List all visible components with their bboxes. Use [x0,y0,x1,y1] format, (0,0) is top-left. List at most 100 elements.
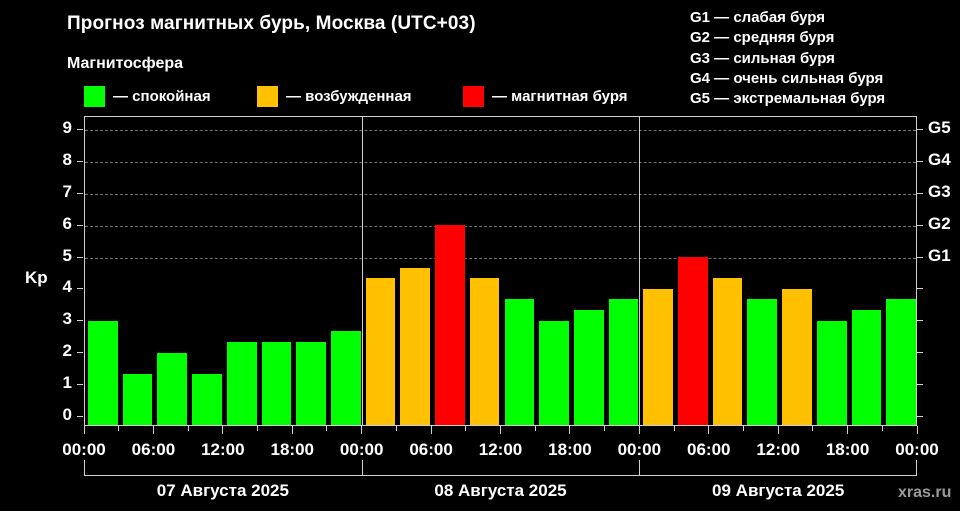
g-legend-item: G3 — сильная буря [690,49,835,67]
day-separator [361,117,363,425]
g-level-label: G4 [928,149,951,169]
x-tick [673,426,675,431]
bar-storm [435,225,465,425]
bar-calm [608,299,639,425]
y-tick [77,384,83,386]
y-tick-right [917,256,923,258]
x-tick [534,426,536,431]
bar-calm [122,374,153,425]
x-tick-label: 00:00 [62,440,106,459]
g-legend-item: G1 — слабая буря [690,9,826,26]
x-tick [257,426,259,431]
bar-calm [296,342,326,425]
x-tick [187,426,189,431]
bar-calm [192,374,222,425]
x-tick [326,426,328,431]
grid-line [85,225,916,227]
g-level-label: G3 [928,181,951,201]
bar-calm [504,299,535,425]
bar-calm [851,310,882,425]
legend-label: — спокойная [113,88,211,105]
day-label: 08 Августа 2025 [434,481,567,500]
bar-calm [261,342,292,425]
calm-swatch [84,86,105,107]
x-tick-label: 18:00 [548,440,592,459]
x-tick [291,426,293,434]
g-legend-item: G4 — очень сильная буря [690,69,884,87]
bar-excited [469,278,500,425]
y-tick-label: 1 [62,373,72,393]
legend-label: — возбужденная [286,88,412,105]
bar-calm [573,310,604,425]
g-level-label: G2 [928,213,951,233]
x-tick-label: 18:00 [825,440,870,459]
x-tick-label: 12:00 [756,440,800,459]
bar-excited [643,288,674,425]
x-tick [777,426,779,434]
x-tick [569,426,571,434]
grid-line [85,193,916,195]
day-label: 07 Августа 2025 [156,481,289,500]
y-tick [77,288,83,290]
x-tick-label: 00:00 [617,440,662,459]
plot-area [84,116,917,426]
y-tick [77,224,83,226]
y-tick-label: 6 [62,213,72,233]
g-legend-item: G5 — экстремальная буря [690,90,886,108]
y-tick-right [917,384,923,386]
day-separator [639,117,641,425]
grid-line [85,257,916,259]
x-tick [881,426,883,431]
y-tick [77,256,83,258]
legend-item-storm: — магнитная буря [463,86,628,107]
y-tick [77,352,83,354]
y-tick-label: 9 [62,117,72,137]
x-tick [638,426,640,434]
y-tick [77,160,83,162]
bar-calm [88,320,118,425]
x-tick [430,426,432,434]
bar-calm [539,320,569,425]
x-tick [83,426,85,434]
x-tick [916,426,918,434]
y-tick-right [917,224,923,226]
grid-line [85,161,916,163]
g-legend-item: G2 — средняя буря [690,29,835,47]
y-tick-label: 4 [62,277,72,297]
storm-swatch [463,86,484,107]
legend-item-calm: — спокойная [84,86,211,107]
legend-item-excited: — возбужденная [257,86,412,107]
bar-calm [157,352,188,425]
x-tick-label: 06:00 [409,440,453,459]
y-tick-right [917,192,923,194]
day-bracket [84,460,362,476]
x-tick [500,426,501,434]
y-tick-label: 5 [62,245,72,265]
x-tick [465,426,467,431]
excited-swatch [257,86,278,107]
y-tick-right [917,288,923,290]
bar-excited [365,278,396,425]
bar-calm [226,342,257,425]
x-tick [604,426,606,431]
watermark: xras.ru [898,484,952,501]
x-tick [708,426,710,434]
bar-calm [747,299,778,425]
bar-calm [330,331,361,425]
y-axis-label: Kp [25,268,48,287]
legend-title: Магнитосфера [67,55,184,72]
day-bracket [361,460,640,476]
bar-storm [678,257,708,425]
x-tick-label: 00:00 [339,440,384,459]
x-tick [847,426,849,434]
x-tick-label: 00:00 [895,440,939,459]
grid-line [85,129,916,131]
x-tick [742,426,744,431]
y-tick [77,128,83,130]
x-tick-label: 06:00 [131,440,176,459]
bar-excited [712,278,743,425]
day-label: 09 Августа 2025 [712,481,845,500]
y-tick-label: 8 [62,149,72,169]
y-tick-right [917,416,923,417]
bar-excited [400,267,431,425]
